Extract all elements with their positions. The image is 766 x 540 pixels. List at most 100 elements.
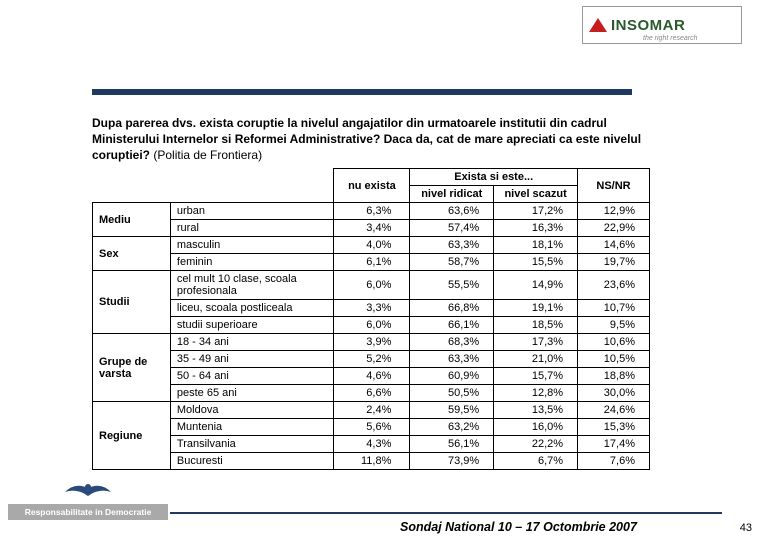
value-cell: 3,9% [334, 334, 410, 351]
value-cell: 55,5% [410, 271, 494, 300]
category-cell: Bucuresti [170, 453, 334, 470]
table-row: Sexmasculin4,0%63,3%18,1%14,6% [93, 237, 650, 254]
table-row: Muntenia5,6%63,2%16,0%15,3% [93, 419, 650, 436]
category-cell: Muntenia [170, 419, 334, 436]
question-text: Dupa parerea dvs. exista coruptie la niv… [92, 115, 648, 164]
value-cell: 2,4% [334, 402, 410, 419]
value-cell: 17,3% [494, 334, 578, 351]
category-cell: 50 - 64 ani [170, 368, 334, 385]
value-cell: 10,6% [578, 334, 650, 351]
value-cell: 6,6% [334, 385, 410, 402]
col-nsnr: NS/NR [578, 169, 650, 203]
value-cell: 17,2% [494, 203, 578, 220]
category-cell: 18 - 34 ani [170, 334, 334, 351]
value-cell: 9,5% [578, 317, 650, 334]
table-row: liceu, scoala postliceala3,3%66,8%19,1%1… [93, 300, 650, 317]
top-logo-text: INSOMAR [611, 17, 685, 34]
value-cell: 16,0% [494, 419, 578, 436]
col-nu-exista: nu exista [334, 169, 410, 203]
table-row: studii superioare6,0%66,1%18,5%9,5% [93, 317, 650, 334]
value-cell: 21,0% [494, 351, 578, 368]
table-row: Mediuurban6,3%63,6%17,2%12,9% [93, 203, 650, 220]
value-cell: 50,5% [410, 385, 494, 402]
value-cell: 6,3% [334, 203, 410, 220]
value-cell: 73,9% [410, 453, 494, 470]
group-label: Grupe de varsta [93, 334, 171, 402]
table-row: feminin6,1%58,7%15,5%19,7% [93, 254, 650, 271]
table-row: 50 - 64 ani4,6%60,9%15,7%18,8% [93, 368, 650, 385]
footer-logo-band: Responsabilitate in Democratie [8, 504, 168, 520]
category-cell: urban [170, 203, 334, 220]
value-cell: 23,6% [578, 271, 650, 300]
value-cell: 59,5% [410, 402, 494, 419]
value-cell: 18,1% [494, 237, 578, 254]
value-cell: 58,7% [410, 254, 494, 271]
value-cell: 5,2% [334, 351, 410, 368]
value-cell: 17,4% [578, 436, 650, 453]
value-cell: 30,0% [578, 385, 650, 402]
value-cell: 10,5% [578, 351, 650, 368]
table-row: Grupe de varsta18 - 34 ani3,9%68,3%17,3%… [93, 334, 650, 351]
value-cell: 4,6% [334, 368, 410, 385]
category-cell: cel mult 10 clase, scoala profesionala [170, 271, 334, 300]
value-cell: 15,5% [494, 254, 578, 271]
footer-text: Sondaj National 10 – 17 Octombrie 2007 [400, 520, 637, 534]
value-cell: 22,2% [494, 436, 578, 453]
value-cell: 57,4% [410, 220, 494, 237]
footer-logo: Responsabilitate in Democratie [8, 480, 168, 530]
question-paren: (Politia de Frontiera) [150, 148, 262, 162]
category-cell: masculin [170, 237, 334, 254]
value-cell: 4,0% [334, 237, 410, 254]
value-cell: 24,6% [578, 402, 650, 419]
value-cell: 10,7% [578, 300, 650, 317]
value-cell: 6,0% [334, 317, 410, 334]
col-scazut: nivel scazut [494, 186, 578, 203]
category-cell: liceu, scoala postliceala [170, 300, 334, 317]
category-cell: rural [170, 220, 334, 237]
value-cell: 19,7% [578, 254, 650, 271]
table-row: Bucuresti11,8%73,9%6,7%7,6% [93, 453, 650, 470]
table-row: RegiuneMoldova2,4%59,5%13,5%24,6% [93, 402, 650, 419]
value-cell: 18,5% [494, 317, 578, 334]
data-table: nu exista Exista si este... NS/NR nivel … [92, 168, 650, 470]
value-cell: 63,3% [410, 237, 494, 254]
category-cell: Moldova [170, 402, 334, 419]
value-cell: 15,3% [578, 419, 650, 436]
footer-logo-icon [63, 480, 113, 502]
table-row: Studiicel mult 10 clase, scoala profesio… [93, 271, 650, 300]
logo-triangle-icon [589, 18, 607, 32]
value-cell: 63,3% [410, 351, 494, 368]
value-cell: 66,1% [410, 317, 494, 334]
value-cell: 5,6% [334, 419, 410, 436]
value-cell: 14,6% [578, 237, 650, 254]
value-cell: 3,4% [334, 220, 410, 237]
table-row: Transilvania4,3%56,1%22,2%17,4% [93, 436, 650, 453]
value-cell: 22,9% [578, 220, 650, 237]
table-row: rural3,4%57,4%16,3%22,9% [93, 220, 650, 237]
category-cell: Transilvania [170, 436, 334, 453]
group-label: Sex [93, 237, 171, 271]
group-label: Studii [93, 271, 171, 334]
value-cell: 68,3% [410, 334, 494, 351]
category-cell: studii superioare [170, 317, 334, 334]
value-cell: 6,0% [334, 271, 410, 300]
page-number: 43 [740, 522, 752, 534]
value-cell: 14,9% [494, 271, 578, 300]
value-cell: 15,7% [494, 368, 578, 385]
value-cell: 16,3% [494, 220, 578, 237]
value-cell: 63,6% [410, 203, 494, 220]
category-cell: feminin [170, 254, 334, 271]
value-cell: 66,8% [410, 300, 494, 317]
top-logo-subtitle: the right research [643, 35, 697, 42]
footer-rule [170, 512, 722, 514]
value-cell: 6,1% [334, 254, 410, 271]
data-table-wrap: nu exista Exista si este... NS/NR nivel … [92, 168, 650, 470]
value-cell: 12,8% [494, 385, 578, 402]
value-cell: 18,8% [578, 368, 650, 385]
category-cell: peste 65 ani [170, 385, 334, 402]
value-cell: 56,1% [410, 436, 494, 453]
category-cell: 35 - 49 ani [170, 351, 334, 368]
col-ridicat: nivel ridicat [410, 186, 494, 203]
col-exista: Exista si este... [410, 169, 578, 186]
table-row: 35 - 49 ani5,2%63,3%21,0%10,5% [93, 351, 650, 368]
